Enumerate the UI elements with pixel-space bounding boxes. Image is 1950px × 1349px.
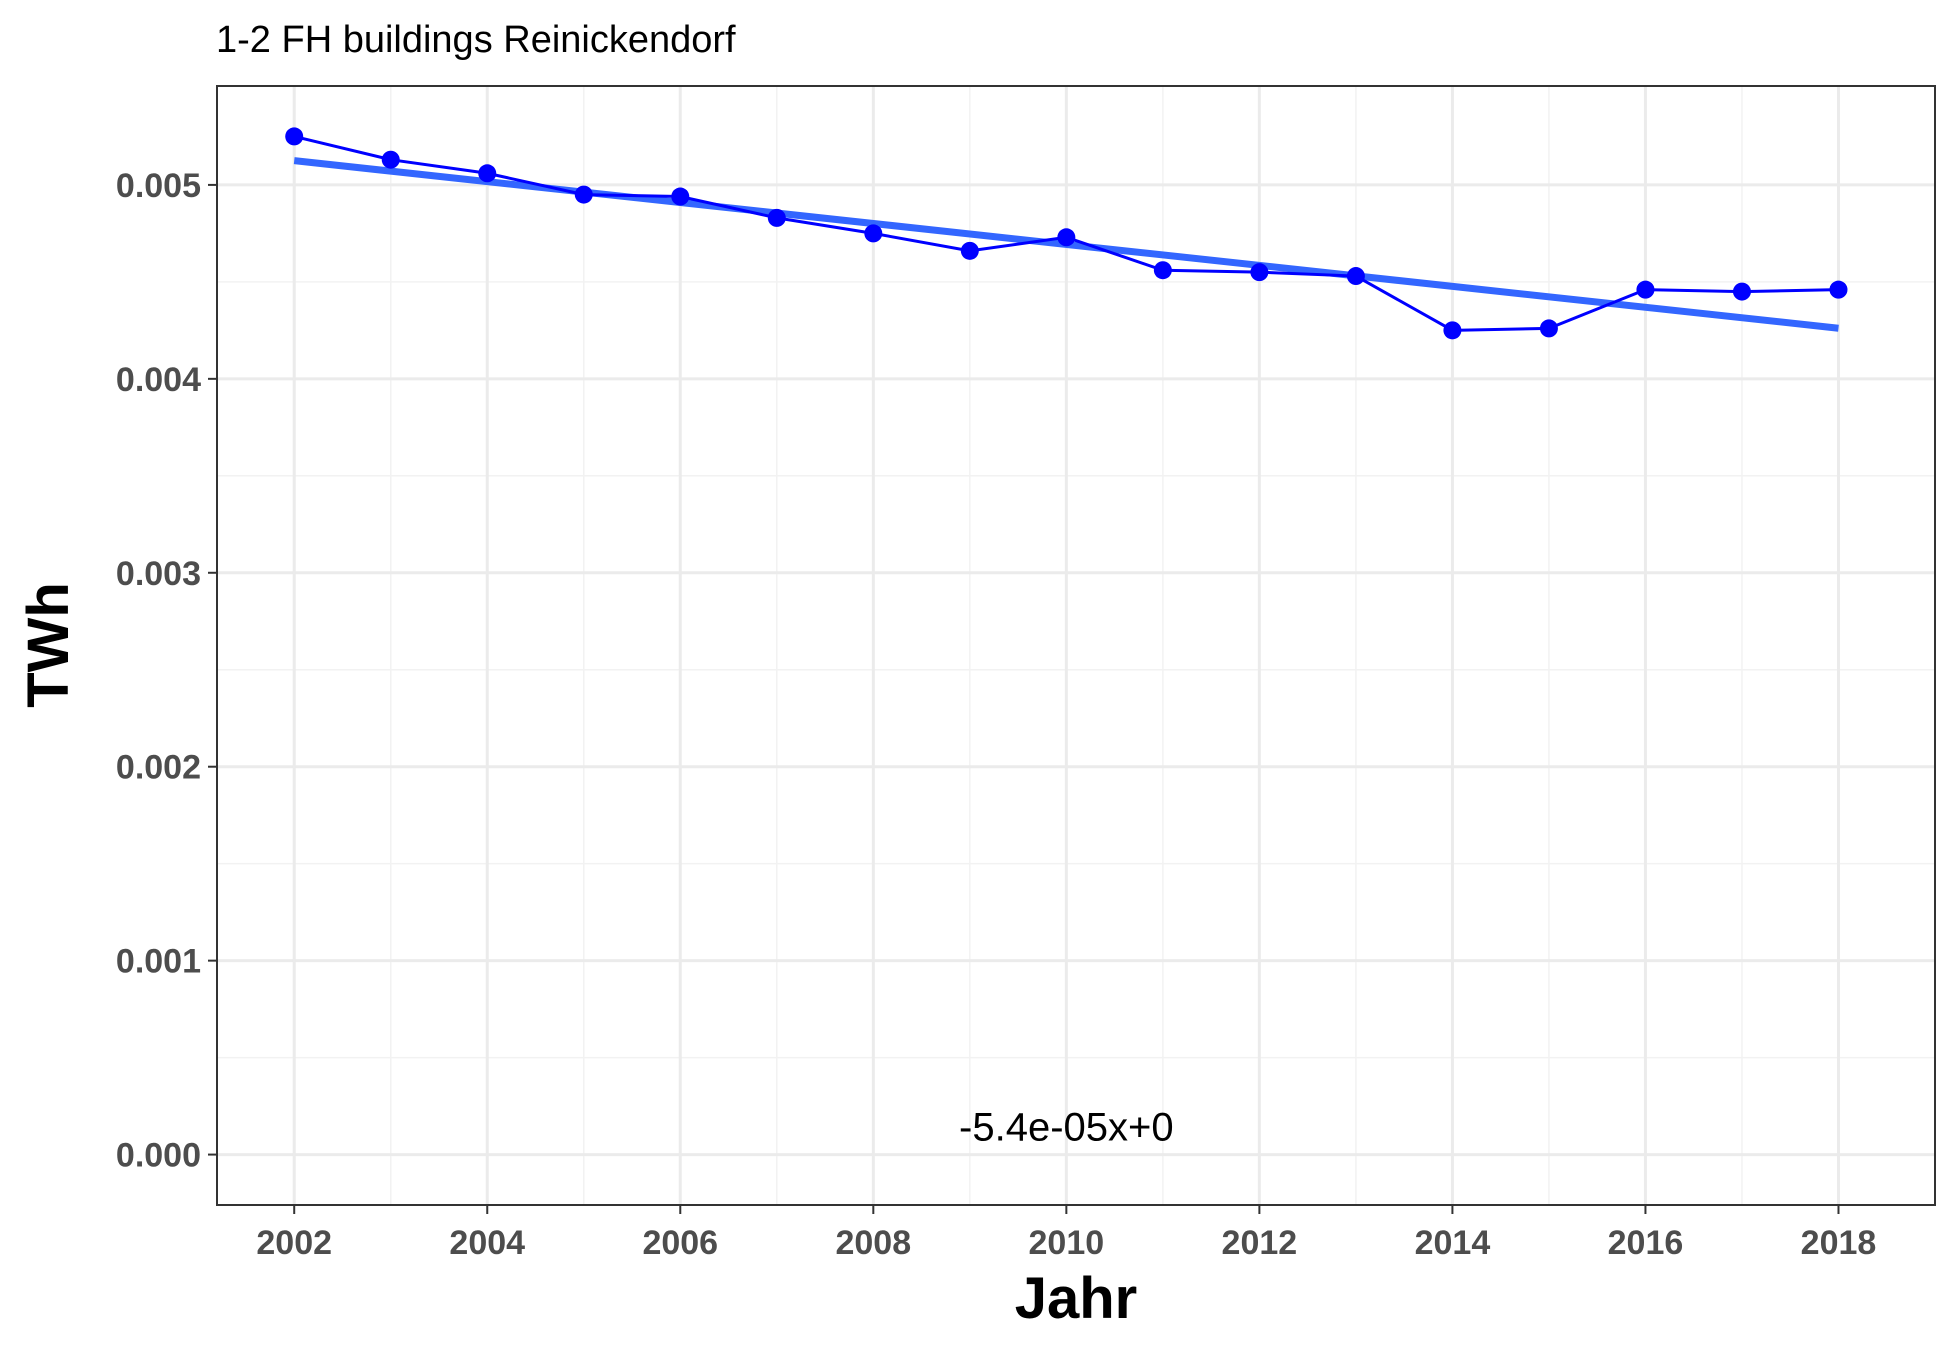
data-point: [1057, 228, 1076, 247]
chart-title: 1-2 FH buildings Reinickendorf: [216, 19, 736, 61]
x-tick-label: 2016: [1608, 1224, 1684, 1262]
data-point: [574, 185, 593, 204]
grid-minor: [217, 86, 1935, 1205]
y-tick-label: 0.005: [116, 167, 201, 205]
x-tick-label: 2014: [1415, 1224, 1491, 1262]
x-tick-label: 2008: [835, 1224, 911, 1262]
x-axis-label: Jahr: [1015, 1266, 1138, 1331]
x-tick-label: 2010: [1029, 1224, 1105, 1262]
y-tick-label: 0.003: [116, 555, 201, 593]
y-tick-label: 0.000: [116, 1137, 201, 1175]
x-axis-ticks: 2002 2004 2006 2008 2010 2012 2014 2016 2018: [256, 1205, 1876, 1262]
data-point: [671, 187, 690, 206]
data-point: [285, 127, 304, 146]
data-point: [381, 150, 400, 169]
y-tick-label: 0.001: [116, 943, 201, 981]
data-point: [1443, 321, 1462, 340]
x-tick-label: 2006: [642, 1224, 718, 1262]
x-tick-label: 2012: [1222, 1224, 1298, 1262]
data-point: [960, 241, 979, 260]
y-axis-label: TWh: [16, 582, 81, 708]
y-tick-label: 0.004: [116, 361, 201, 399]
grid-major: [217, 86, 1935, 1205]
data-point: [1153, 261, 1172, 280]
x-tick-label: 2004: [449, 1224, 525, 1262]
data-point: [1346, 267, 1365, 286]
data-point: [767, 208, 786, 227]
regression-annotation: -5.4e-05x+0: [959, 1106, 1174, 1150]
y-tick-label: 0.002: [116, 749, 201, 787]
data-point: [478, 164, 497, 183]
data-point: [1829, 280, 1848, 299]
data-point: [1539, 319, 1558, 338]
y-axis-ticks: 0.000 0.001 0.002 0.003 0.004 0.005: [116, 167, 217, 1175]
data-point: [1732, 282, 1751, 301]
x-tick-label: 2002: [256, 1224, 332, 1262]
data-point: [864, 224, 883, 243]
data-point: [1636, 280, 1655, 299]
data-point: [1250, 263, 1269, 282]
x-tick-label: 2018: [1801, 1224, 1877, 1262]
plot-panel-border: [216, 85, 1936, 1206]
series-layer: [285, 127, 1848, 340]
